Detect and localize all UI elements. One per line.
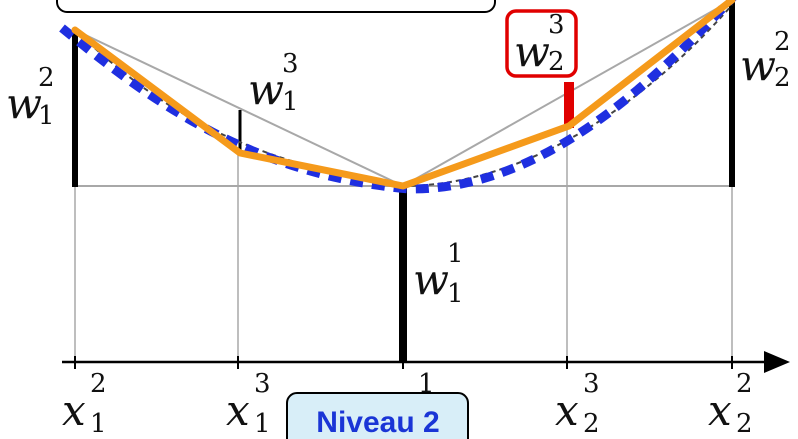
label-w13: w 3 1 <box>248 49 299 117</box>
svg-text:w: w <box>413 255 449 304</box>
label-x13: x 3 1 <box>226 369 271 439</box>
svg-text:2: 2 <box>38 63 55 93</box>
svg-text:2: 2 <box>736 369 753 399</box>
svg-text:x: x <box>226 386 250 435</box>
label-x23: x 3 2 <box>555 369 600 439</box>
svg-text:1: 1 <box>418 369 435 399</box>
orange-interpolant <box>71 0 736 190</box>
w23-highlight-box <box>505 9 578 78</box>
svg-text:w: w <box>248 65 284 114</box>
niveau-badge-label: Niveau 2 <box>316 406 439 439</box>
svg-text:1: 1 <box>282 87 299 117</box>
svg-text:2: 2 <box>548 47 565 77</box>
svg-text:x: x <box>708 386 732 435</box>
axis-arrow-icon <box>764 351 790 373</box>
top-box <box>56 0 496 13</box>
label-x12: x 2 1 <box>62 369 107 439</box>
label-w22: w 2 2 <box>740 27 791 93</box>
svg-text:w: w <box>740 41 776 90</box>
svg-text:x: x <box>555 386 579 435</box>
niveau-badge-box <box>286 392 469 439</box>
svg-text:1: 1 <box>38 101 55 131</box>
target-function-curve <box>74 4 733 188</box>
label-w23: w 3 2 <box>514 10 565 77</box>
blue-dotted-curve <box>59 0 737 194</box>
svg-text:w: w <box>6 79 42 128</box>
svg-text:3: 3 <box>548 10 565 40</box>
label-x22: x 2 2 <box>708 369 753 439</box>
svg-text:1: 1 <box>447 279 464 309</box>
svg-text:2: 2 <box>774 27 791 57</box>
svg-text:3: 3 <box>254 369 271 399</box>
svg-text:1: 1 <box>254 409 271 439</box>
svg-text:2: 2 <box>736 409 753 439</box>
svg-text:3: 3 <box>282 49 299 79</box>
svg-text:1: 1 <box>90 409 107 439</box>
label-w12: w 2 1 <box>6 63 55 131</box>
svg-text:w: w <box>514 27 550 76</box>
svg-text:1: 1 <box>447 239 464 269</box>
label-x11: 1 <box>418 369 435 399</box>
niveau-badge: Niveau 2 <box>286 392 469 439</box>
svg-text:2: 2 <box>90 369 107 399</box>
svg-text:2: 2 <box>583 409 600 439</box>
svg-text:x: x <box>62 386 86 435</box>
coefficient-bars <box>72 0 735 362</box>
svg-text:2: 2 <box>774 63 791 93</box>
label-w11: w 1 1 <box>413 239 464 309</box>
svg-text:3: 3 <box>583 369 600 399</box>
gray-left-slope <box>74 29 404 187</box>
